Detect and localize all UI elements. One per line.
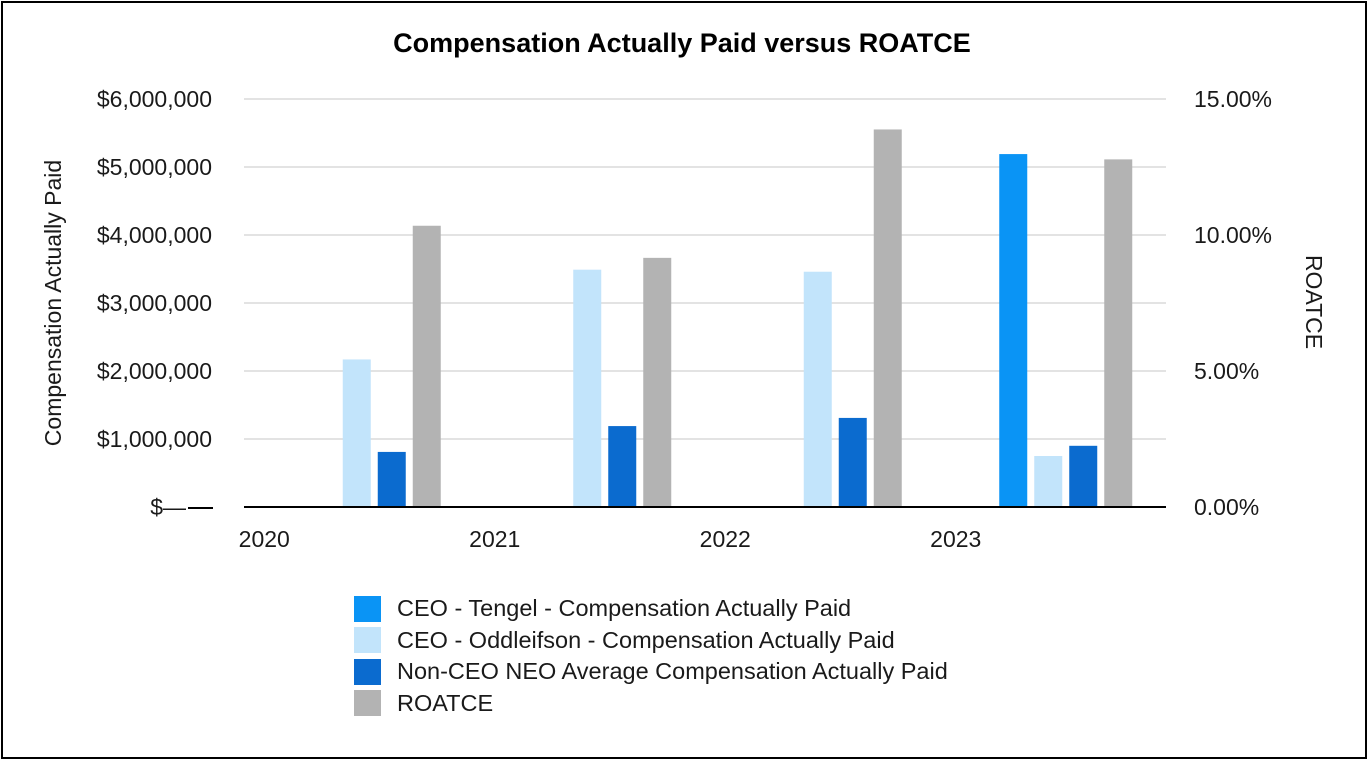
x-tick-label: 2020 [239, 526, 290, 552]
legend-swatch-roatce [354, 690, 381, 717]
y2-tick-label: 5.00% [1194, 358, 1259, 384]
legend: CEO - Tengel - Compensation Actually Pai… [354, 593, 948, 719]
y-tick-label: $— [150, 494, 186, 520]
legend-label-oddleifson: CEO - Oddleifson - Compensation Actually… [397, 626, 895, 653]
y-tick-label: $5,000,000 [97, 154, 212, 180]
x-tick-label: 2021 [469, 526, 520, 552]
bar-ceo-tengel-compensation-actually-paid-2023 [999, 154, 1028, 507]
bar-ceo-oddleifson-compensation-actually-paid-2022 [803, 271, 832, 507]
y-tick-label: $6,000,000 [97, 86, 212, 112]
legend-swatch-oddleifson [354, 627, 381, 654]
bar-roatce-2022 [873, 129, 902, 508]
legend-item-non-ceo-neo: Non-CEO NEO Average Compensation Actuall… [354, 656, 948, 688]
y-tick-label: $2,000,000 [97, 358, 212, 384]
x-tick-label: 2022 [700, 526, 751, 552]
bar-non-ceo-neo-average-compensation-actually-paid-2021 [608, 426, 637, 507]
bar-ceo-oddleifson-compensation-actually-paid-2023 [1034, 456, 1063, 507]
y2-tick-label: 15.00% [1194, 86, 1272, 112]
y-tick-label: $3,000,000 [97, 290, 212, 316]
gridlines [244, 98, 1166, 440]
legend-item-roatce: ROATCE [354, 688, 948, 720]
legend-swatch-non-ceo-neo [354, 658, 381, 685]
bar-non-ceo-neo-average-compensation-actually-paid-2020 [377, 451, 406, 507]
legend-swatch-tengel [354, 595, 381, 622]
bar-roatce-2020 [412, 225, 441, 507]
x-axis-ticks: 2020 2021 2022 2023 [239, 526, 982, 552]
legend-label-non-ceo-neo: Non-CEO NEO Average Compensation Actuall… [397, 658, 948, 685]
legend-label-tengel: CEO - Tengel - Compensation Actually Pai… [397, 595, 852, 622]
bar-non-ceo-neo-average-compensation-actually-paid-2022 [838, 417, 867, 507]
bar-roatce-2021 [643, 257, 672, 507]
bar-ceo-oddleifson-compensation-actually-paid-2020 [342, 359, 371, 507]
y2-axis-label: ROATCE [1301, 255, 1327, 349]
y2-tick-label: 0.00% [1194, 494, 1259, 520]
bars [342, 129, 1133, 508]
y2-axis-ticks: 0.00% 5.00% 10.00% 15.00% [1194, 86, 1272, 520]
bar-roatce-2023 [1104, 159, 1133, 507]
y-tick-label: $1,000,000 [97, 426, 212, 452]
chart-title: Compensation Actually Paid versus ROATCE [393, 28, 971, 58]
y-axis-ticks: $— $1,000,000 $2,000,000 $3,000,000 $4,000,0… [97, 86, 212, 520]
y2-tick-label: 10.00% [1194, 222, 1272, 248]
bar-non-ceo-neo-average-compensation-actually-paid-2023 [1069, 445, 1098, 507]
x-tick-label: 2023 [930, 526, 981, 552]
y-axis-label: Compensation Actually Paid [40, 160, 66, 446]
legend-item-tengel: CEO - Tengel - Compensation Actually Pai… [354, 593, 948, 625]
y-tick-label: $4,000,000 [97, 222, 212, 248]
legend-item-oddleifson: CEO - Oddleifson - Compensation Actually… [354, 625, 948, 657]
bar-ceo-oddleifson-compensation-actually-paid-2021 [573, 269, 602, 507]
legend-label-roatce: ROATCE [397, 689, 494, 716]
